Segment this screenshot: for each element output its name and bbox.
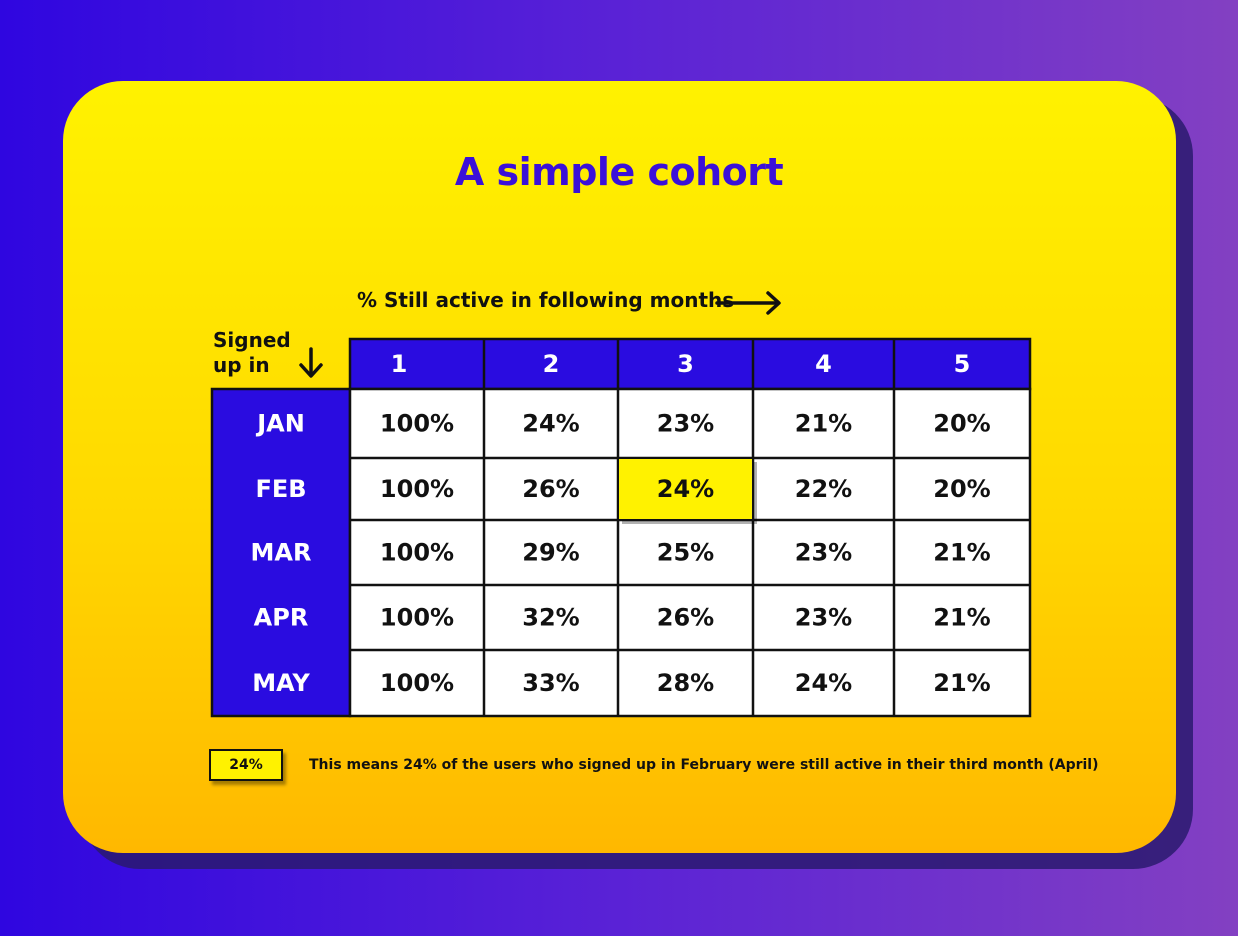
cell-value: 23% <box>795 604 852 632</box>
cells-bg <box>350 389 1030 716</box>
arrow-down-icon <box>299 347 323 378</box>
cell-value: 21% <box>933 669 990 697</box>
cell-value: 22% <box>795 475 852 503</box>
row-label-apr: APR <box>254 604 309 632</box>
column-header-1: 1 <box>391 350 408 378</box>
cell-value: 100% <box>380 539 454 567</box>
legend-swatch: 24% <box>209 749 283 781</box>
row-header-bg <box>210 387 352 718</box>
row-label-may: MAY <box>252 669 310 697</box>
cell-value: 24% <box>795 669 852 697</box>
column-header-2: 2 <box>543 350 560 378</box>
cell-value: 20% <box>933 475 990 503</box>
highlight-cell <box>617 457 754 521</box>
cell-value: 26% <box>657 604 714 632</box>
cell-value: 28% <box>657 669 714 697</box>
x-axis-caption: % Still active in following months <box>357 288 735 312</box>
cell-value: 21% <box>933 604 990 632</box>
cell-value: 32% <box>522 604 579 632</box>
cell-value: 100% <box>380 604 454 632</box>
cells-border <box>348 387 1032 718</box>
row-label-mar: MAR <box>251 539 312 567</box>
row-label-feb: FEB <box>255 475 306 503</box>
cell-value: 100% <box>380 475 454 503</box>
cell-value: 24% <box>657 475 714 503</box>
y-axis-caption: Signed up in <box>213 328 291 377</box>
cell-value: 25% <box>657 539 714 567</box>
cell-value: 33% <box>522 669 579 697</box>
cell-value: 24% <box>522 410 579 438</box>
arrow-right-icon <box>715 291 781 315</box>
cell-value: 26% <box>522 475 579 503</box>
cell-value: 21% <box>933 539 990 567</box>
cell-value: 20% <box>933 410 990 438</box>
column-header-5: 5 <box>954 350 971 378</box>
cell-value: 100% <box>380 410 454 438</box>
cell-value: 100% <box>380 669 454 697</box>
cell-value: 21% <box>795 410 852 438</box>
cell-value: 29% <box>522 539 579 567</box>
cell-value: 23% <box>657 410 714 438</box>
column-header-4: 4 <box>815 350 832 378</box>
chart-title: A simple cohort <box>454 150 784 194</box>
cell-value: 23% <box>795 539 852 567</box>
legend-text: This means 24% of the users who signed u… <box>309 757 1099 773</box>
column-header-3: 3 <box>677 350 694 378</box>
row-label-jan: JAN <box>255 410 305 438</box>
